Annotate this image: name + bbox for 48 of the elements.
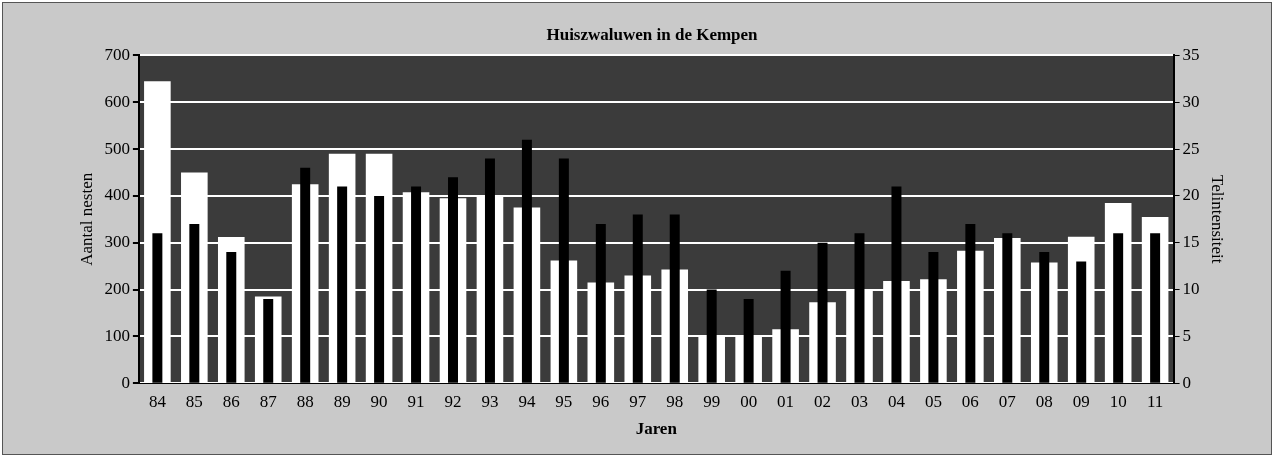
x-tick-label: 06: [961, 391, 979, 411]
x-tick-label: 09: [1072, 391, 1090, 411]
y-axis-title: Aantal nesten: [76, 172, 96, 266]
y2-tick-label: 10: [1182, 279, 1200, 299]
x-tick-label: 84: [148, 391, 167, 411]
x-tick-label: 92: [444, 391, 462, 411]
y-tick-label: 400: [104, 185, 130, 205]
y2-tick-label: 5: [1182, 325, 1192, 345]
y2-tick-label: 0: [1182, 372, 1192, 392]
chart-title: Huiszwaluwen in de Kempen: [546, 24, 759, 44]
x-tick-label: 08: [1035, 391, 1053, 411]
x-tick-label: 05: [924, 391, 942, 411]
x-tick-label: 02: [814, 391, 832, 411]
y-tick-label: 0: [121, 372, 130, 392]
x-tick-label: 03: [850, 391, 868, 411]
y2-axis-title: Telintensiteit: [1208, 175, 1228, 264]
x-tick-label: 85: [185, 391, 203, 411]
x-tick-label: 11: [1146, 391, 1164, 411]
y2-tick-label: 15: [1182, 232, 1200, 252]
y2-tick-label: 25: [1182, 138, 1200, 158]
x-tick-label: 89: [333, 391, 351, 411]
y2-tick-label: 20: [1182, 185, 1200, 205]
y2-tick-label: 30: [1182, 91, 1200, 111]
y-tick-label: 300: [104, 232, 130, 252]
y-tick-label: 700: [104, 44, 130, 64]
x-tick-label: 10: [1109, 391, 1127, 411]
x-tick-label: 91: [407, 391, 425, 411]
x-tick-label: 97: [629, 391, 647, 411]
x-tick-label: 07: [998, 391, 1017, 411]
y-tick-label: 100: [104, 325, 130, 345]
x-tick-label: 95: [555, 391, 573, 411]
x-tick-label: 04: [887, 391, 906, 411]
x-tick-label: 99: [703, 391, 721, 411]
x-tick-label: 87: [259, 391, 278, 411]
x-tick-label: 86: [222, 391, 240, 411]
y-tick-label: 500: [104, 138, 130, 158]
x-tick-label: 98: [666, 391, 684, 411]
x-axis-title: Jaren: [635, 419, 678, 439]
x-tick-label: 00: [740, 391, 758, 411]
x-tick-label: 01: [777, 391, 795, 411]
x-tick-label: 94: [518, 391, 536, 411]
x-tick-label: 96: [592, 391, 610, 411]
x-tick-label: 90: [370, 391, 388, 411]
y2-tick-label: 35: [1182, 44, 1200, 64]
y-tick-label: 600: [104, 91, 130, 111]
x-tick-label: 93: [481, 391, 499, 411]
x-tick-label: 88: [296, 391, 314, 411]
y-tick-label: 200: [104, 279, 130, 299]
